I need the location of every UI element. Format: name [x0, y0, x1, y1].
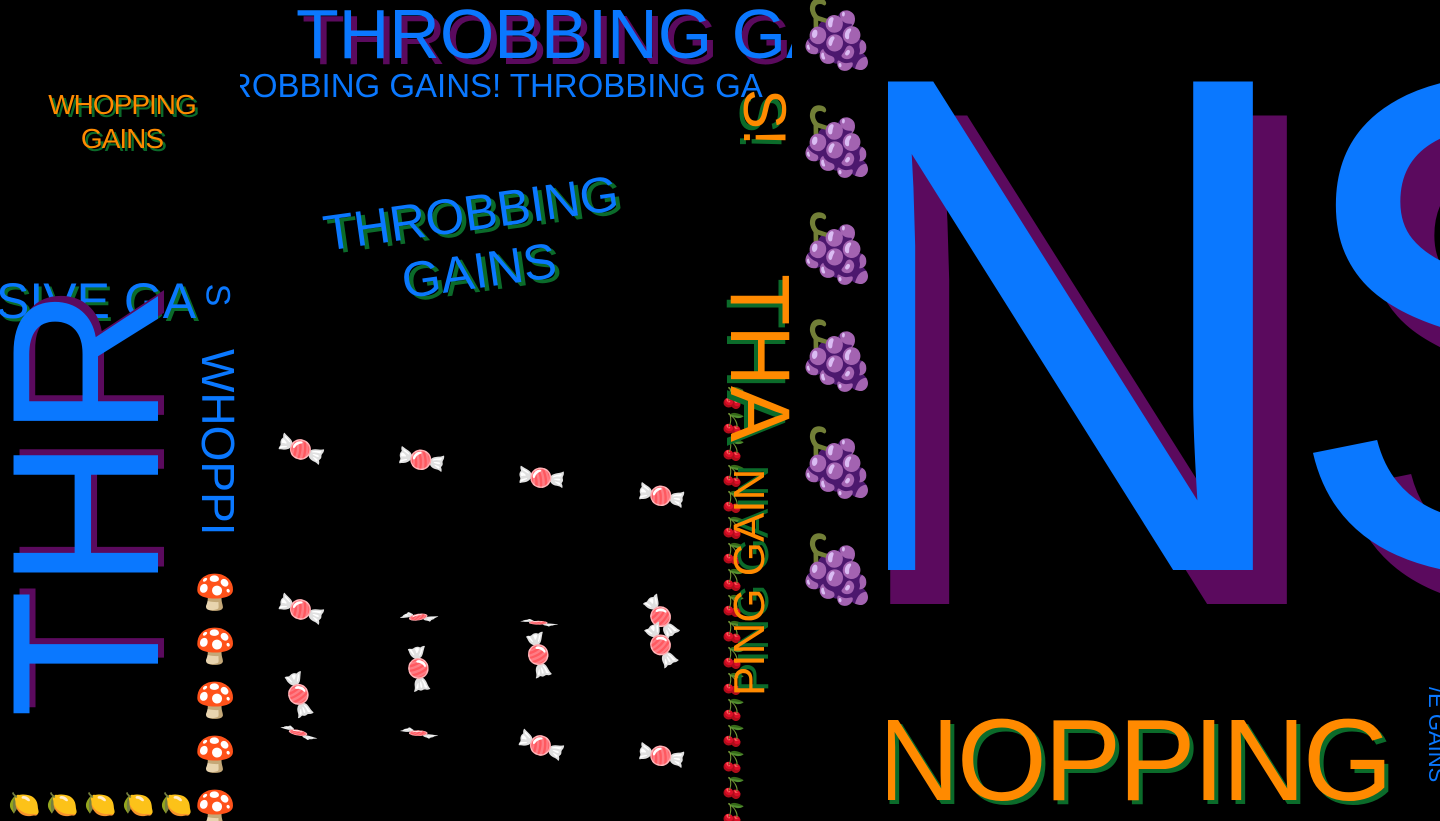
whopping-bottom-text: NOPPING	[888, 695, 1393, 821]
lemon-icon: 🍋	[8, 790, 41, 820]
mushroom-icon: 🍄	[194, 573, 237, 613]
cherry-icon: 🍒	[722, 798, 751, 821]
mushroom-icon: 🍄	[194, 627, 237, 667]
candy-icon: 🍬	[630, 464, 694, 526]
grape-column-panel: 🍇 🍇 🍇 🍇 🍇 🍇	[792, 0, 888, 821]
candy-icon: 🍬	[630, 724, 694, 786]
grape-icon: 🍇	[796, 0, 879, 73]
vertical-ping-gain-text: PING GAIN	[725, 468, 774, 696]
candy-icon: 🍬	[390, 428, 454, 490]
lemon-icon: 🍋	[46, 790, 79, 820]
grape-icon: 🍇	[796, 317, 879, 394]
right-panel: NS NOPPING /E GAINS	[888, 0, 1440, 821]
grape-icon: 🍇	[796, 103, 879, 180]
candy-icon: 🍬	[509, 445, 574, 509]
candy-icon: 🍬	[511, 716, 572, 774]
candy-icon: 🍬	[271, 420, 332, 478]
vertical-whoppi-text: WHOPPI	[192, 349, 240, 536]
lemon-icon: 🍋	[122, 790, 155, 820]
vertical-e-gains-text: /E GAINS	[1424, 687, 1440, 783]
middle-panel: THROBBING GA ROBBING GAINS! THROBBING GA…	[240, 0, 792, 821]
massive-gains-text: SIVE GA	[0, 273, 197, 329]
mushroom-icon: 🍄	[194, 681, 237, 721]
candy-icon: 🍬	[271, 580, 332, 638]
lemon-icon: 🍋	[84, 790, 117, 820]
candy-icon: 🍬	[277, 723, 322, 743]
throbbing-gains-tilted: THROBBING GAINS	[319, 164, 623, 310]
mushroom-icon: 🍄	[194, 735, 237, 775]
big-ns-text: NS	[888, 0, 1440, 721]
candy-icon: 🍬	[398, 727, 441, 739]
vertical-tha-text: THA	[722, 274, 800, 442]
grape-icon: 🍇	[796, 210, 879, 287]
candy-icon: 🍬	[397, 606, 442, 628]
candy-icon: 🍬	[387, 636, 452, 702]
grape-icon: 🍇	[796, 424, 879, 501]
candy-icon: 🍬	[507, 623, 572, 687]
throbbing-gains-row: ROBBING GAINS! THROBBING GA	[240, 67, 763, 104]
grape-icon: 🍇	[796, 531, 879, 608]
candy-icon: 🍬	[268, 664, 332, 726]
lemon-icon: 🍋	[160, 790, 193, 820]
vertical-thr-text: THR	[0, 286, 203, 718]
whopping-gains-label: WHOPPING GAINS	[48, 89, 197, 154]
candy-icon: 🍬	[518, 619, 561, 627]
cherry-column-panel: 🍒 🍒 🍒 🍒 🍒 🍒 🍒 🍒 🍒 🍒 🍒 🍒 🍒 🍒 🍒 🍒 🍒 S! THA PING GAIN	[722, 0, 800, 821]
vertical-s-exclaim-text: S!	[731, 89, 798, 146]
left-panel: WHOPPING GAINS SIVE GA S THR WHOPPI 🍄 🍄 🍄 🍄…	[0, 0, 240, 821]
throbbing-gains-headline: THROBBING GA	[296, 0, 792, 73]
mushroom-icon: 🍄	[194, 789, 237, 821]
vertical-s-text: S	[198, 283, 237, 307]
